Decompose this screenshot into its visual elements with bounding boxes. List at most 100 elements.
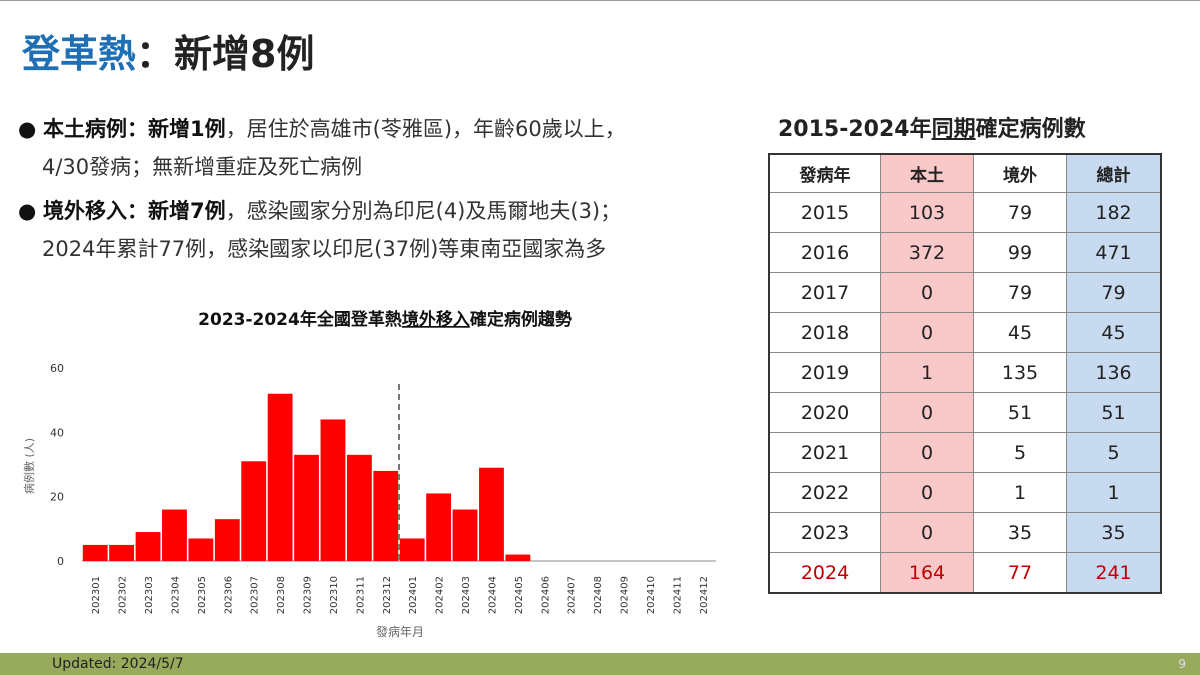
bullet-dot: ● bbox=[18, 117, 43, 141]
table-cell: 2016 bbox=[768, 232, 881, 273]
table-row: 2023 0 35 35 bbox=[768, 512, 1162, 553]
column-header: 境外 bbox=[973, 153, 1067, 193]
table-cell: 2020 bbox=[768, 392, 881, 433]
x-tick-label: 202406 bbox=[540, 576, 551, 614]
table-cell: 241 bbox=[1066, 552, 1162, 594]
table-cell: 5 bbox=[1066, 432, 1162, 473]
x-tick-label: 202305 bbox=[197, 576, 208, 614]
column-header: 總計 bbox=[1066, 153, 1162, 193]
table-cell: 2015 bbox=[768, 192, 881, 233]
bullet-dot: ● bbox=[18, 199, 43, 223]
slide-title: 登革熱：新增8例 bbox=[22, 23, 314, 78]
x-tick-label: 202401 bbox=[408, 576, 419, 614]
x-tick-label: 202302 bbox=[118, 576, 129, 614]
x-tick-label: 202409 bbox=[620, 576, 631, 614]
page-number: 9 bbox=[1178, 657, 1186, 671]
bullet-text: ，居住於高雄市(苓雅區)，年齡60歲以上， bbox=[225, 117, 626, 141]
chart-title-part: 境外移入 bbox=[402, 309, 470, 330]
table-row: 2020 0 51 51 bbox=[768, 392, 1162, 433]
table-cell: 2024 bbox=[768, 552, 881, 594]
x-tick-label: 202408 bbox=[593, 576, 604, 614]
table-header: 發病年 本土 境外 總計 bbox=[768, 153, 1162, 193]
table-cell: 45 bbox=[1066, 312, 1162, 353]
bar bbox=[505, 554, 531, 561]
bullet-text: 4/30發病；無新增重症及死亡病例 bbox=[42, 155, 363, 179]
bullet-text: 本土病例：新增1例 bbox=[43, 117, 226, 141]
table-cell: 79 bbox=[973, 272, 1067, 313]
table-cell: 0 bbox=[880, 312, 974, 353]
table-cell: 0 bbox=[880, 392, 974, 433]
table-cell: 103 bbox=[880, 192, 974, 233]
table-cell: 99 bbox=[973, 232, 1067, 273]
footer: Updated: 2024/5/7 9 bbox=[0, 653, 1200, 675]
bullet-line: 2024年累計77例，感染國家以印尼(37例)等東南亞國家為多 bbox=[42, 233, 606, 263]
table-cell: 0 bbox=[880, 472, 974, 513]
table-cell: 45 bbox=[973, 312, 1067, 353]
table-title: 2015-2024年同期確定病例數 bbox=[778, 111, 1086, 143]
x-tick-label: 202304 bbox=[170, 576, 181, 614]
bar bbox=[426, 493, 452, 561]
x-tick-label: 202407 bbox=[567, 576, 578, 614]
x-axis-title: 發病年月 bbox=[376, 624, 424, 639]
title-part: ：新增8例 bbox=[136, 32, 315, 76]
table-cell: 2021 bbox=[768, 432, 881, 473]
table-cell: 79 bbox=[1066, 272, 1162, 313]
bar bbox=[82, 544, 108, 561]
table-cell: 0 bbox=[880, 512, 974, 553]
x-tick-label: 202402 bbox=[435, 576, 446, 614]
table-cell: 0 bbox=[880, 432, 974, 473]
x-tick-label: 202311 bbox=[355, 576, 366, 614]
table-row: 2017 0 79 79 bbox=[768, 272, 1162, 313]
bullet-text: ，感染國家分別為印尼(4)及馬爾地夫(3)； bbox=[225, 199, 622, 223]
x-tick-label: 202306 bbox=[223, 576, 234, 614]
bar bbox=[452, 509, 478, 561]
table-row: 2024 164 77 241 bbox=[768, 552, 1162, 594]
table-row: 2018 0 45 45 bbox=[768, 312, 1162, 353]
table-cell: 2023 bbox=[768, 512, 881, 553]
table-cell: 79 bbox=[973, 192, 1067, 233]
bar bbox=[214, 519, 240, 561]
table-row: 2015 103 79 182 bbox=[768, 192, 1162, 233]
bar bbox=[267, 393, 293, 561]
bar bbox=[479, 467, 504, 561]
table-cell: 135 bbox=[973, 352, 1067, 393]
bar bbox=[320, 419, 346, 561]
table-cell: 35 bbox=[973, 512, 1067, 553]
bar bbox=[346, 454, 372, 561]
table-cell: 51 bbox=[973, 392, 1067, 433]
bar bbox=[294, 454, 319, 561]
table-cell: 0 bbox=[880, 272, 974, 313]
table-title-part: 2015-2024年 bbox=[778, 117, 932, 142]
x-tick-label: 202403 bbox=[461, 576, 472, 614]
bullet-line: ● 本土病例：新增1例，居住於高雄市(苓雅區)，年齡60歲以上， bbox=[18, 113, 626, 143]
table-row: 2019 1 135 136 bbox=[768, 352, 1162, 393]
table-row: 2022 0 1 1 bbox=[768, 472, 1162, 513]
bullet-text: 2024年累計77例，感染國家以印尼(37例)等東南亞國家為多 bbox=[42, 237, 607, 261]
case-table: 發病年 本土 境外 總計 2015 103 79 182 2016 372 99 471 2017 0 79… bbox=[768, 153, 1162, 594]
chart: 2023-2024年全國登革熱境外移入確定病例趨勢 發病年月 病例數 (人) 0… bbox=[22, 309, 716, 639]
x-tick-label: 202301 bbox=[91, 576, 102, 614]
table-cell: 182 bbox=[1066, 192, 1162, 233]
table-cell: 1 bbox=[1066, 472, 1162, 513]
bar bbox=[188, 538, 214, 561]
bar bbox=[109, 544, 135, 561]
updated: Updated: 2024/5/7 bbox=[52, 656, 184, 672]
bar bbox=[241, 461, 267, 561]
table-cell: 471 bbox=[1066, 232, 1162, 273]
table-cell: 35 bbox=[1066, 512, 1162, 553]
chart-title-part: 2023-2024年全國登革熱 bbox=[198, 309, 402, 330]
x-tick-label: 202308 bbox=[276, 576, 287, 614]
x-tick-label: 202312 bbox=[382, 576, 393, 614]
y-tick-label: 60 bbox=[50, 362, 64, 375]
table-cell: 2019 bbox=[768, 352, 881, 393]
table-cell: 51 bbox=[1066, 392, 1162, 433]
x-tick-label: 202303 bbox=[144, 576, 155, 614]
x-tick-label: 202412 bbox=[699, 576, 710, 614]
table-cell: 136 bbox=[1066, 352, 1162, 393]
table-cell: 2018 bbox=[768, 312, 881, 353]
title-part: 登革熱 bbox=[22, 32, 137, 76]
chart-title: 2023-2024年全國登革熱境外移入確定病例趨勢 bbox=[198, 309, 572, 330]
table-cell: 2022 bbox=[768, 472, 881, 513]
x-tick-label: 202307 bbox=[250, 576, 261, 614]
